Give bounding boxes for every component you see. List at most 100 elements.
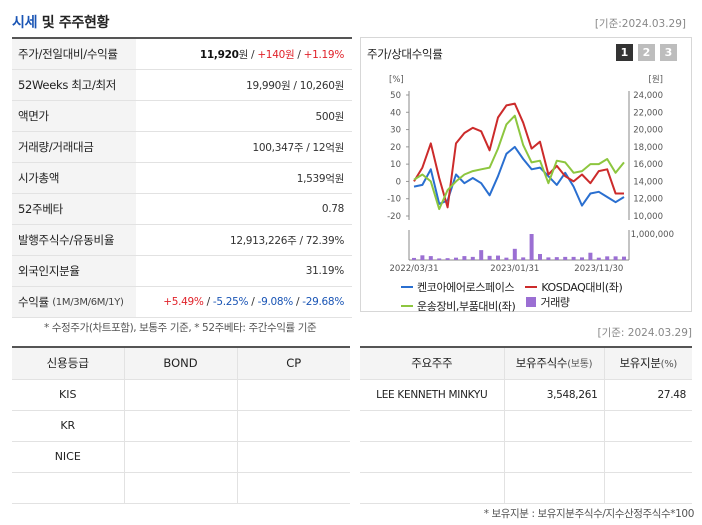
volume-bar <box>529 234 534 260</box>
tab-3[interactable]: 3 <box>660 44 677 61</box>
quote-value: 1,539억원 <box>296 172 345 185</box>
separator: / <box>294 48 304 61</box>
legend-item-sector: 운송장비,부품대비(좌) <box>401 299 516 314</box>
volume-bar <box>538 254 542 260</box>
quote-label: 주가/전일대비/수익률 <box>12 39 136 69</box>
table-cell <box>124 441 238 473</box>
y-right-tick-label: 22,000 <box>633 108 663 118</box>
volume-bar <box>496 255 500 260</box>
basis-date: [기준:2024.03.29] <box>594 18 686 30</box>
left-axis-unit: [%] <box>389 75 404 85</box>
chart-title: 주가/상대수익률 <box>367 47 443 61</box>
col-header: 보유지분(%) <box>604 347 692 380</box>
table-cell <box>124 472 238 504</box>
col-header: 보유주식수(보통) <box>504 347 605 380</box>
volume-bar <box>622 256 626 260</box>
tab-1[interactable]: 1 <box>616 44 633 61</box>
table-cell <box>237 472 350 504</box>
quote-value: +5.49% / -5.25% / -9.08% / -29.68% <box>136 296 352 308</box>
title-shareholders: 및 주주현황 <box>37 15 110 31</box>
quote-row-beta: 52주베타 0.78 <box>12 194 352 225</box>
table-cell <box>504 441 605 473</box>
table-cell <box>124 410 238 442</box>
return-6m: -9.08% <box>257 296 294 308</box>
quote-row-market-cap: 시가총액 1,539억원 <box>12 163 352 194</box>
quote-value: 11,920원 / +140원 / +1.19% <box>136 47 352 62</box>
legend-label: KOSDAQ대비(좌) <box>541 281 623 294</box>
volume-bar <box>613 256 618 260</box>
tab-2[interactable]: 2 <box>638 44 655 61</box>
table-cell: LEE KENNETH MINKYU <box>360 379 505 411</box>
table-cell <box>360 410 505 442</box>
right-axis-unit: [원] <box>649 75 663 85</box>
quote-value: 19,990원 / 10,260원 <box>246 79 344 92</box>
major-shareholders-table: 주요주주 보유주식수(보통) 보유지분(%) LEE KENNETH MINKY… <box>360 346 692 504</box>
quote-row-52weeks: 52Weeks 최고/최저 19,990원 / 10,260원 <box>12 70 352 101</box>
table-cell <box>604 410 692 442</box>
quote-value: 0.78 <box>321 203 344 215</box>
table-row: NICE <box>12 441 350 473</box>
quote-value: 31.19% <box>305 265 345 277</box>
table-cell: 27.48 <box>604 379 692 411</box>
col-header: 신용등급 <box>12 347 125 380</box>
col-header-text: 보유지분 <box>619 356 661 371</box>
table-cell <box>12 472 125 504</box>
table-cell <box>504 410 605 442</box>
separator: / <box>251 296 258 308</box>
legend-swatch <box>525 286 538 288</box>
volume-bar <box>445 258 450 260</box>
col-header: BOND <box>124 347 238 380</box>
volume-bar <box>512 248 517 260</box>
table-row: KR <box>12 410 350 442</box>
return-3m: -5.25% <box>212 296 249 308</box>
returns-periods: (1M/3M/6M/1Y) <box>52 296 124 308</box>
y-left-tick-label: 10 <box>390 160 401 170</box>
volume-bar <box>437 258 442 260</box>
table-cell <box>237 410 350 442</box>
volume-bar <box>571 256 576 260</box>
table-header-row: 주요주주 보유주식수(보통) 보유지분(%) <box>360 347 692 380</box>
y-left-tick-label: -20 <box>387 212 401 222</box>
chart-canvas: [%] [원] 50 40 30 20 10 0 -10 -20 24,000 22,000 20,00… <box>387 75 674 273</box>
table-row <box>360 410 692 442</box>
basis-date-2: [기준: 2024.03.29] <box>597 327 692 339</box>
price-rate: +1.19% <box>303 48 345 61</box>
quote-footnote: * 수정주가(차트포함), 보통주 기준, * 52주베타: 주간수익률 기준 <box>44 322 317 334</box>
table-row <box>360 472 692 504</box>
return-1y: -29.68% <box>302 296 344 308</box>
volume-bar <box>580 257 584 260</box>
table-cell <box>504 472 605 504</box>
quote-row-volume: 거래량/거래대금 100,347주 / 12억원 <box>12 132 352 163</box>
legend-label: 운송장비,부품대비(좌) <box>417 300 516 313</box>
x-tick-label: 2022/03/31 <box>390 264 439 273</box>
table-row: LEE KENNETH MINKYU 3,548,261 27.48 <box>360 379 692 411</box>
legend-swatch <box>401 286 413 288</box>
volume-bar <box>563 256 568 260</box>
table-header-row: 신용등급 BOND CP <box>12 347 350 380</box>
y-left-tick-label: 0 <box>396 177 401 187</box>
separator: / <box>206 296 213 308</box>
table-cell: KIS <box>12 379 125 411</box>
legend-item-kosdaq: KOSDAQ대비(좌) <box>525 280 623 295</box>
volume-bar <box>470 256 475 260</box>
volume-bar <box>479 250 484 260</box>
col-header-sub: (보통) <box>567 359 593 371</box>
price-unit: 원 <box>238 48 249 61</box>
legend-item-volume: 거래량 <box>526 295 570 310</box>
x-tick-label: 2023/01/31 <box>490 264 539 273</box>
table-cell <box>237 441 350 473</box>
legend-item-stock: 켄코아에어로스페이스 <box>401 280 515 295</box>
credit-rating-table: 신용등급 BOND CP KIS KR NICE <box>12 346 350 504</box>
table-cell: NICE <box>12 441 125 473</box>
volume-bar <box>588 252 593 260</box>
col-header: 주요주주 <box>360 347 505 380</box>
y-left-tick-label: 30 <box>390 126 401 136</box>
quote-label: 거래량/거래대금 <box>12 132 136 162</box>
x-tick-label: 2023/11/30 <box>574 264 623 273</box>
table-cell <box>604 441 692 473</box>
legend-swatch <box>401 305 413 307</box>
quote-value: 100,347주 / 12억원 <box>252 141 345 154</box>
return-1m: +5.49% <box>163 296 204 308</box>
section-header: 시세 및 주주현황 [기준:2024.03.29] <box>12 8 692 34</box>
volume-bar <box>487 255 492 260</box>
